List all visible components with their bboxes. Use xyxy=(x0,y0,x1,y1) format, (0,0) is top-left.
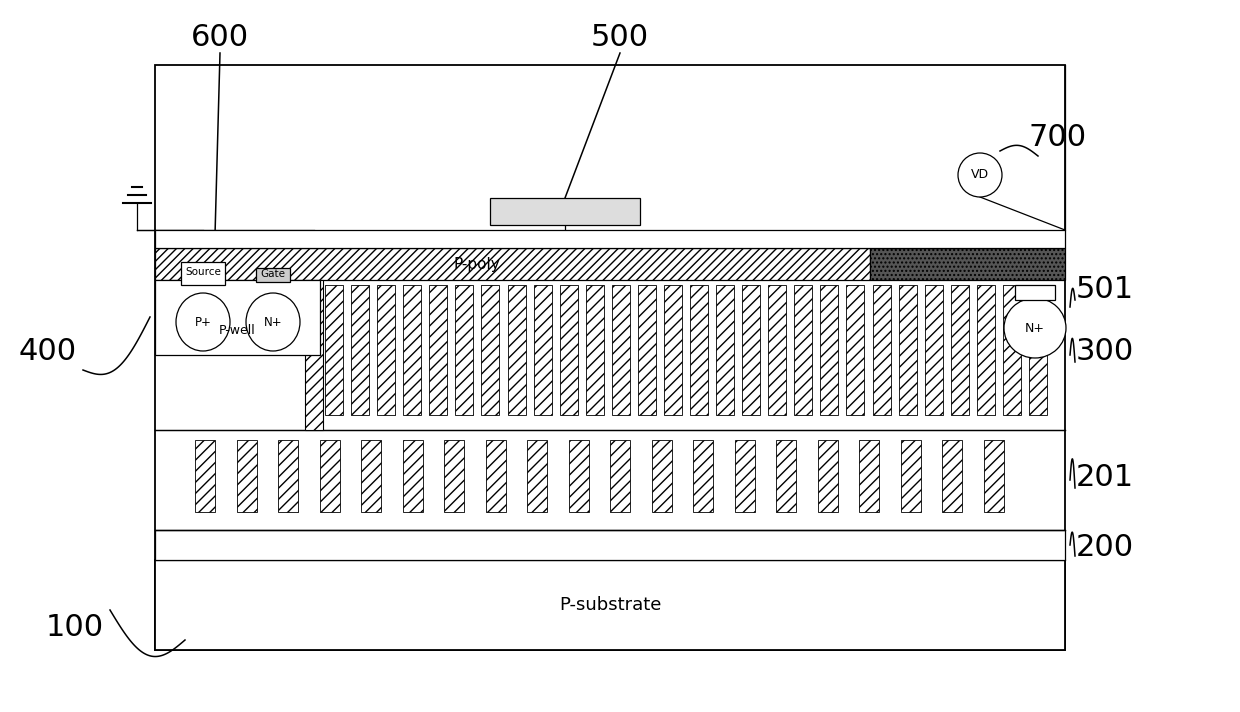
Text: 600: 600 xyxy=(191,23,249,53)
Bar xyxy=(585,285,604,415)
Bar xyxy=(559,285,578,415)
Bar xyxy=(351,285,370,415)
Bar xyxy=(859,440,879,512)
Bar xyxy=(847,285,864,415)
Bar xyxy=(769,285,786,415)
Bar xyxy=(1003,285,1021,415)
Bar xyxy=(155,248,870,280)
Bar xyxy=(527,440,547,512)
Bar xyxy=(776,440,796,512)
Text: Source: Source xyxy=(185,267,221,277)
Bar xyxy=(403,440,423,512)
Ellipse shape xyxy=(246,293,300,351)
Text: 201: 201 xyxy=(1076,464,1135,493)
Text: 501: 501 xyxy=(1076,276,1135,305)
Bar xyxy=(533,285,552,415)
Bar xyxy=(455,285,474,415)
Bar xyxy=(637,285,656,415)
Text: 500: 500 xyxy=(591,23,649,53)
Text: P-well: P-well xyxy=(219,323,255,337)
Bar xyxy=(507,285,526,415)
Bar xyxy=(429,285,448,415)
Bar xyxy=(155,65,1065,650)
Bar xyxy=(870,248,1065,280)
Bar xyxy=(181,262,224,285)
Bar xyxy=(155,280,320,355)
Bar xyxy=(942,440,962,512)
Bar xyxy=(873,285,890,415)
Bar xyxy=(195,440,215,512)
Text: N+: N+ xyxy=(264,315,283,328)
Bar xyxy=(490,198,640,225)
Bar xyxy=(795,285,812,415)
Bar xyxy=(743,285,760,415)
Text: 100: 100 xyxy=(46,614,104,642)
Text: N+: N+ xyxy=(1025,322,1045,335)
Bar xyxy=(899,285,916,415)
Bar xyxy=(305,280,322,430)
Bar xyxy=(900,440,920,512)
Bar xyxy=(486,440,506,512)
Bar xyxy=(651,440,672,512)
Bar xyxy=(403,285,422,415)
Text: 700: 700 xyxy=(1029,123,1087,152)
Bar xyxy=(610,440,630,512)
Bar xyxy=(255,268,290,282)
Bar xyxy=(237,440,257,512)
Bar xyxy=(693,440,713,512)
Bar xyxy=(1029,285,1047,415)
Bar xyxy=(663,285,682,415)
Bar xyxy=(734,440,754,512)
Bar xyxy=(481,285,500,415)
Text: P-poly: P-poly xyxy=(454,256,500,271)
Bar xyxy=(278,440,298,512)
Bar xyxy=(155,560,1065,650)
Text: Gate: Gate xyxy=(260,269,285,279)
Bar xyxy=(983,440,1003,512)
Text: VD: VD xyxy=(971,169,990,182)
Bar xyxy=(977,285,994,415)
Circle shape xyxy=(959,153,1002,197)
Bar xyxy=(325,285,343,415)
Bar xyxy=(377,285,396,415)
Bar xyxy=(611,285,630,415)
Bar xyxy=(155,230,1065,248)
Bar xyxy=(925,285,942,415)
Bar xyxy=(689,285,708,415)
Bar xyxy=(817,440,837,512)
Bar xyxy=(715,285,734,415)
Bar xyxy=(155,530,1065,560)
Bar xyxy=(951,285,968,415)
Bar xyxy=(821,285,838,415)
Bar xyxy=(361,440,381,512)
Text: 200: 200 xyxy=(1076,533,1135,562)
Bar xyxy=(1016,285,1055,300)
Text: P+: P+ xyxy=(195,315,212,328)
Bar xyxy=(320,440,340,512)
Text: 300: 300 xyxy=(1076,337,1135,367)
Bar xyxy=(568,440,589,512)
Text: 400: 400 xyxy=(19,337,77,367)
Bar xyxy=(444,440,464,512)
Ellipse shape xyxy=(1004,298,1066,358)
Text: P-substrate: P-substrate xyxy=(559,596,661,614)
Ellipse shape xyxy=(176,293,229,351)
